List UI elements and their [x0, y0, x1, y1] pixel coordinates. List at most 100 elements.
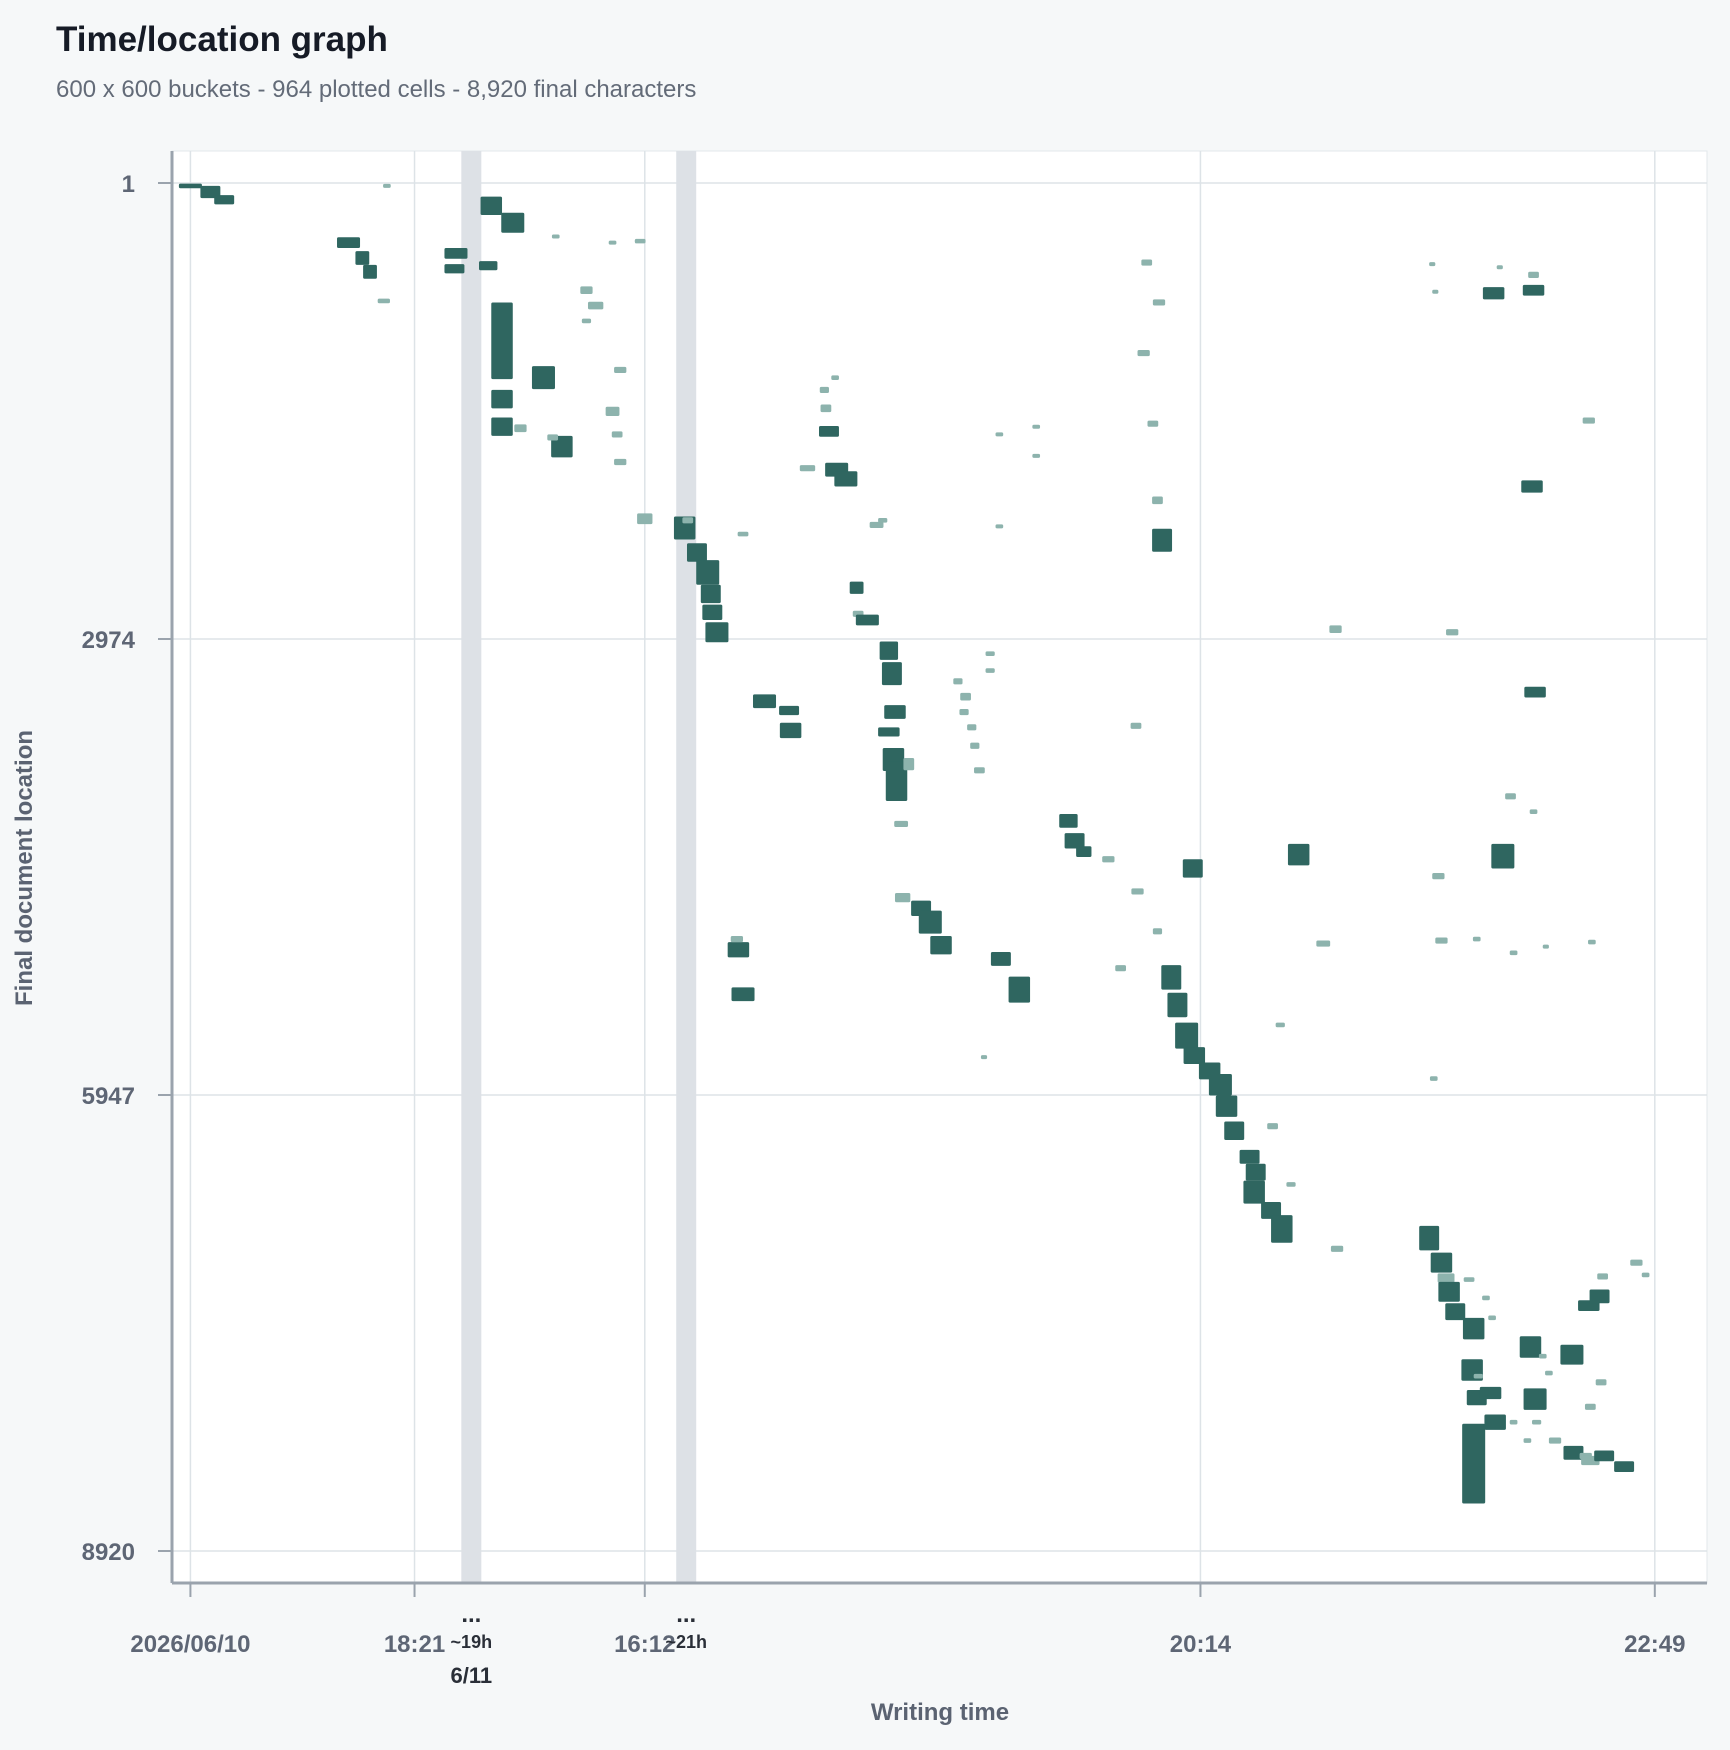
- plot-cell: [1482, 287, 1505, 300]
- plot-cell: [1137, 350, 1150, 357]
- plot-cell: [581, 318, 592, 324]
- plot-cell: [930, 935, 952, 955]
- plot-cell: [731, 987, 755, 1002]
- plot-cell: [700, 584, 721, 604]
- plot-cell: [1523, 1388, 1547, 1410]
- plot-cell: [1152, 496, 1163, 505]
- plot-cell: [1152, 928, 1163, 935]
- plot-cell: [1059, 814, 1078, 828]
- plot-cell: [501, 212, 525, 233]
- plot-cell: [967, 724, 977, 731]
- plot-cell: [1330, 1245, 1344, 1252]
- plot-cell: [1597, 1273, 1608, 1280]
- plot-cell: [1560, 1344, 1584, 1365]
- plot-cell: [1521, 480, 1543, 493]
- plot-cell: [985, 651, 995, 657]
- plot-cell: [480, 196, 503, 216]
- plot-cell: [960, 692, 971, 701]
- plot-cell: [834, 471, 858, 487]
- plot-cell: [1522, 284, 1545, 296]
- plot-cell: [1271, 1215, 1293, 1243]
- plot-cell: [878, 517, 888, 523]
- plot-area: [171, 150, 1708, 1584]
- plot-cell: [1429, 262, 1436, 267]
- plot-cell: [1147, 420, 1159, 427]
- plot-cell: [1509, 950, 1518, 956]
- plot-cell: [1183, 1047, 1206, 1065]
- plot-cell: [881, 662, 902, 686]
- y-axis-title: Final document location: [11, 730, 38, 1006]
- plot-cell: [849, 581, 864, 594]
- plot-cell: [355, 251, 370, 265]
- plot-cell: [1152, 528, 1173, 552]
- plot-cell: [1438, 1281, 1460, 1302]
- plot-cell: [1529, 809, 1538, 815]
- plot-cell: [1287, 843, 1310, 866]
- plot-cell: [1224, 1121, 1245, 1140]
- plot-cell: [1548, 1437, 1562, 1444]
- plot-cell: [1430, 1252, 1453, 1273]
- plot-cell: [1161, 965, 1182, 990]
- plot-cell: [1496, 265, 1503, 270]
- plot-cell: [614, 366, 627, 374]
- plot-cell: [551, 435, 573, 458]
- plot-cell: [611, 431, 623, 438]
- plot-cell: [980, 1055, 988, 1060]
- plot-cell: [1286, 1182, 1296, 1187]
- plot-cell: [1528, 271, 1539, 278]
- page-title: Time/location graph: [56, 20, 388, 59]
- plot-cell: [491, 389, 513, 409]
- plot-cell: [1630, 1259, 1643, 1266]
- plot-cell: [1542, 944, 1549, 949]
- plot-cell: [200, 185, 221, 199]
- plot-cell: [903, 758, 915, 771]
- grid-layer: [172, 151, 1707, 1583]
- plot-cell: [990, 952, 1011, 966]
- x-tick-label: 2026/06/10: [130, 1631, 250, 1658]
- plot-cell: [1032, 453, 1041, 458]
- plot-cell: [363, 264, 377, 279]
- plot-cell: [214, 195, 235, 205]
- label-layer: 1 2974 5947 8920 2026/06/10 18:21 16:12 20:14 22…: [11, 171, 1686, 1726]
- gap-duration-label: ~21h: [665, 1632, 707, 1652]
- gap-marker: ...: [676, 1601, 696, 1628]
- plot-cell: [580, 286, 593, 295]
- plot-cell: [779, 705, 800, 716]
- plot-cell: [1484, 1414, 1506, 1430]
- plot-cell: [1141, 259, 1153, 266]
- page-subtitle: 600 x 600 buckets - 964 plotted cells - …: [56, 76, 697, 103]
- y-tick-label: 2974: [82, 627, 136, 654]
- plot-cell: [1594, 1450, 1615, 1462]
- plot-cell: [869, 521, 884, 528]
- plot-cell: [1316, 940, 1331, 947]
- plot-cell: [970, 742, 980, 749]
- plot-cell: [1267, 1123, 1278, 1130]
- plot-cell: [1589, 1289, 1610, 1304]
- plot-cell: [551, 234, 560, 239]
- plot-cell: [1445, 1303, 1466, 1321]
- plot-cell: [1152, 299, 1166, 306]
- plot-cell: [1538, 1353, 1547, 1359]
- plot-cell: [779, 722, 802, 739]
- plot-cell: [1563, 1445, 1584, 1460]
- plot-cell: [1595, 1379, 1607, 1386]
- plot-cell: [377, 298, 390, 304]
- plot-cell: [682, 517, 694, 524]
- plot-cell: [820, 404, 832, 413]
- plot-cell: [1130, 722, 1142, 729]
- plot-cell: [894, 820, 909, 828]
- plot-cell: [1215, 1095, 1238, 1117]
- y-tick-label: 1: [122, 171, 135, 198]
- plot-cell: [491, 417, 513, 436]
- plot-cell: [974, 767, 985, 774]
- plot-cell: [752, 694, 777, 709]
- plot-cell: [1239, 1149, 1260, 1164]
- plot-cell: [1435, 937, 1448, 944]
- plot-cell: [1245, 1163, 1266, 1181]
- plot-cell: [1008, 976, 1031, 1003]
- plot-cell: [1261, 1202, 1282, 1219]
- plot-cell: [696, 560, 720, 585]
- plot-cell: [1167, 992, 1188, 1018]
- plot-cell: [1432, 873, 1445, 880]
